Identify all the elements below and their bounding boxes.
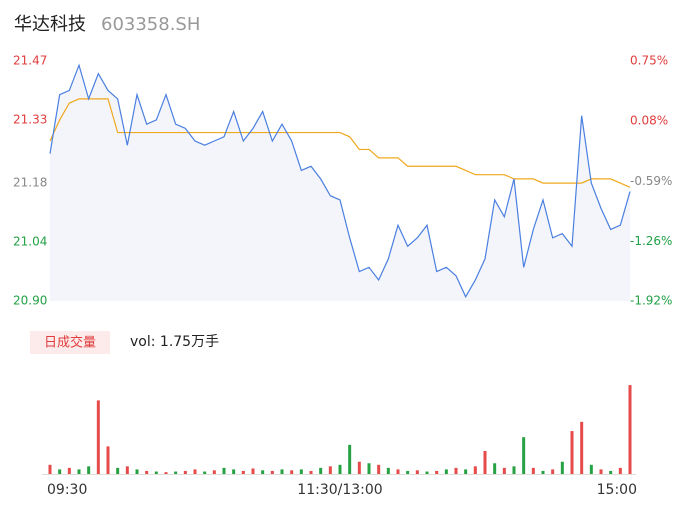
- volume-bar: [48, 464, 52, 474]
- stock-name: 华达科技: [14, 14, 86, 35]
- volume-bar: [493, 463, 497, 474]
- volume-bar: [145, 470, 149, 474]
- y-tick-label: 21.47: [13, 54, 47, 68]
- volume-bar: [618, 467, 622, 474]
- volume-bar: [125, 466, 129, 474]
- volume-bar: [290, 470, 294, 474]
- volume-bar: [377, 464, 381, 474]
- volume-bar: [328, 466, 332, 474]
- volume-bar: [164, 472, 168, 474]
- volume-bar: [96, 400, 100, 474]
- volume-bar: [174, 471, 178, 474]
- volume-bar: [522, 437, 526, 474]
- volume-bar: [502, 467, 506, 474]
- volume-bar: [251, 468, 255, 474]
- y-tick-label: 21.33: [13, 112, 47, 126]
- volume-summary: vol: 1.75万手: [130, 334, 219, 350]
- volume-bar: [589, 464, 593, 474]
- volume-bar: [232, 469, 236, 474]
- y2-tick-label: -0.59%: [630, 174, 672, 188]
- volume-bar: [261, 470, 265, 474]
- volume-bar: [116, 467, 120, 474]
- y2-tick-label: 0.75%: [630, 54, 668, 68]
- stock-code: 603358.SH: [101, 14, 200, 35]
- volume-bar: [560, 461, 564, 474]
- volume-bar: [309, 470, 313, 474]
- volume-bar: [135, 469, 139, 474]
- volume-bar: [473, 466, 477, 474]
- volume-bar: [87, 466, 91, 474]
- y2-tick-label: -1.92%: [630, 294, 672, 308]
- volume-bar: [464, 469, 468, 474]
- volume-bar: [357, 461, 361, 474]
- volume-bar: [319, 467, 323, 474]
- y-tick-label: 21.04: [13, 235, 47, 249]
- volume-bar: [241, 470, 245, 474]
- volume-bar: [570, 431, 574, 474]
- volume-bar: [425, 471, 429, 474]
- y-tick-label: 21.18: [13, 176, 47, 190]
- volume-bar: [599, 469, 603, 474]
- volume-bar: [193, 469, 197, 474]
- average-line: [49, 98, 631, 188]
- volume-bar: [183, 470, 187, 474]
- volume-bar: [551, 469, 555, 474]
- volume-bar: [483, 451, 487, 474]
- volume-bar: [396, 469, 400, 474]
- volume-bar: [280, 469, 284, 474]
- volume-bar: [406, 470, 410, 474]
- volume-bar: [454, 467, 458, 474]
- volume-bar: [512, 466, 516, 474]
- volume-bar: [58, 469, 62, 474]
- volume-bar: [628, 385, 632, 474]
- volume-badge: [30, 331, 110, 354]
- x-tick-label: 09:30: [47, 482, 87, 498]
- volume-bar: [212, 470, 216, 474]
- volume-bar: [67, 467, 71, 474]
- volume-bar: [367, 463, 371, 474]
- y2-tick-label: 0.08%: [630, 114, 668, 128]
- price-area: [50, 65, 630, 301]
- volume-bar: [415, 470, 419, 474]
- volume-bar: [203, 471, 207, 474]
- volume-bar: [435, 470, 439, 474]
- volume-bar: [270, 470, 274, 474]
- x-tick-label: 15:00: [597, 482, 637, 498]
- volume-bar: [106, 446, 110, 474]
- y2-tick-label: -1.26%: [630, 234, 672, 248]
- volume-bar: [531, 467, 535, 474]
- volume-bar: [541, 470, 545, 474]
- volume-bar: [77, 469, 81, 474]
- volume-bar: [338, 464, 342, 474]
- price-line: [49, 63, 631, 299]
- volume-bar: [444, 469, 448, 474]
- y-tick-label: 20.90: [13, 294, 47, 308]
- volume-bar: [299, 469, 303, 474]
- volume-bar: [348, 444, 352, 474]
- volume-bar: [154, 471, 158, 474]
- volume-bar: [580, 421, 584, 474]
- volume-bar: [609, 470, 613, 474]
- x-tick-label: 11:30/13:00: [297, 482, 382, 498]
- volume-bar: [386, 467, 390, 474]
- volume-bar: [222, 467, 226, 474]
- volume-label: 日成交量: [44, 335, 96, 351]
